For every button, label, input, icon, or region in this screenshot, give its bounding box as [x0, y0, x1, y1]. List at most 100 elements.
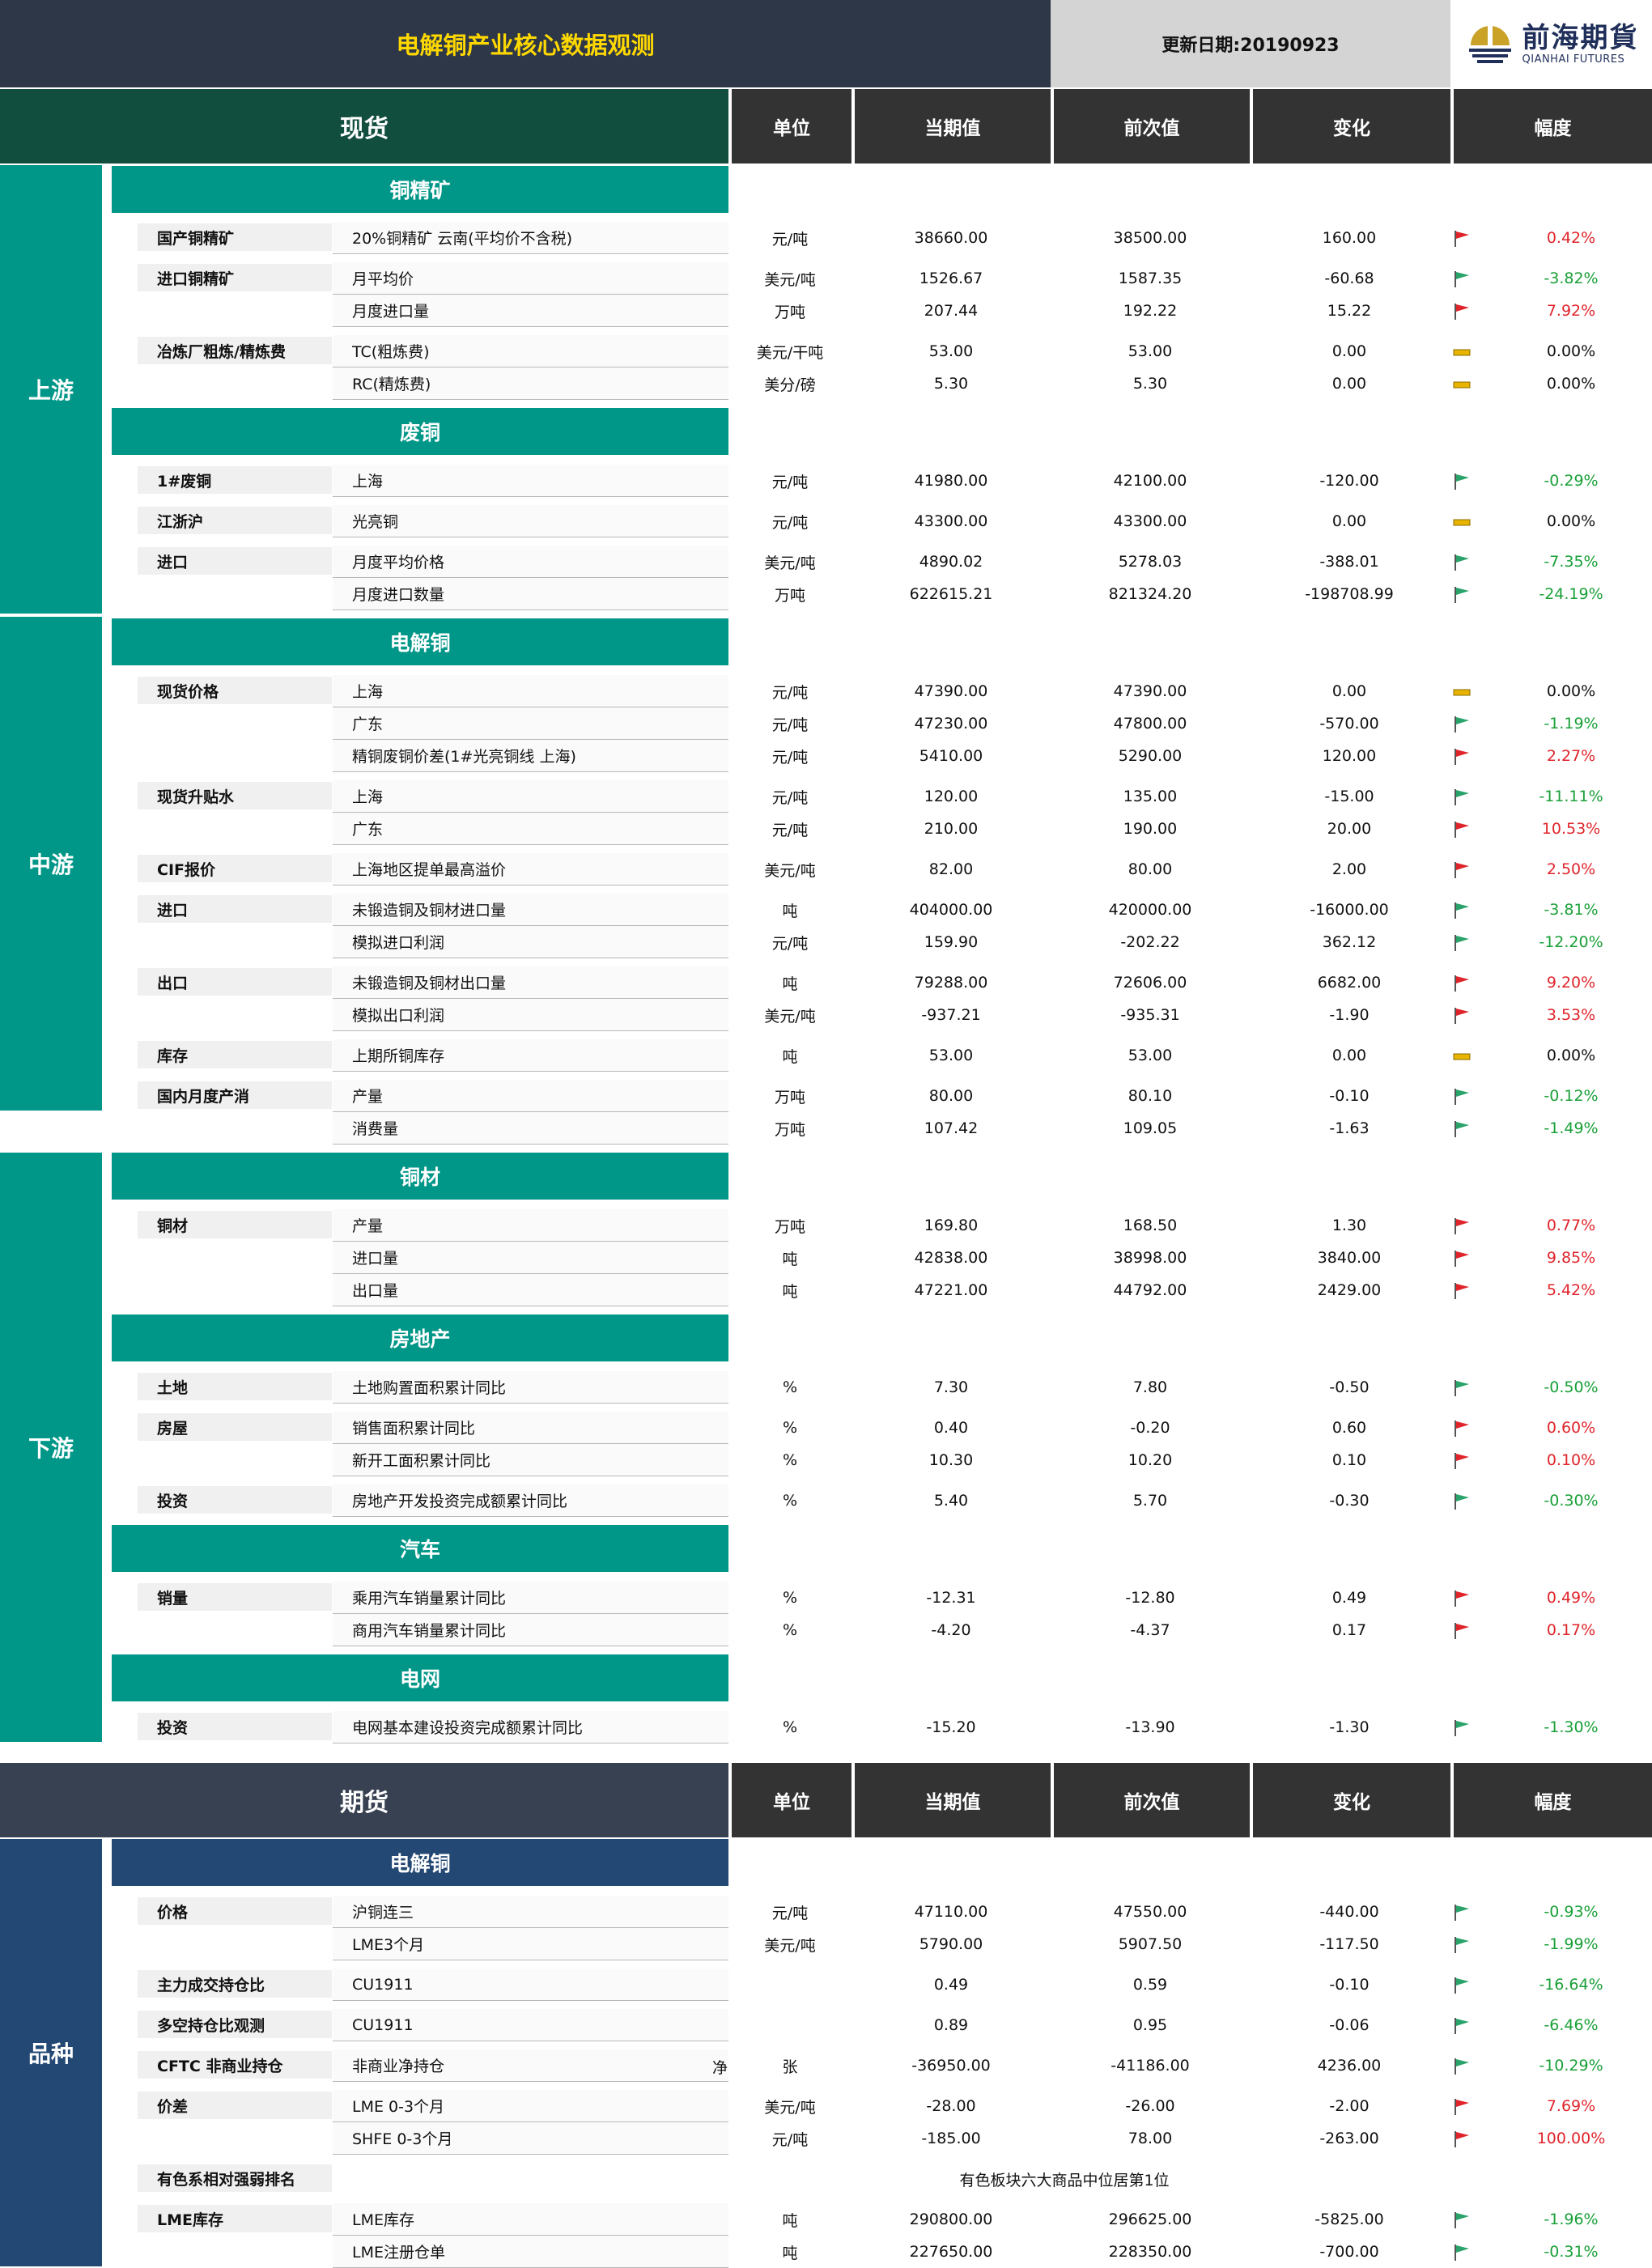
row-change-value: 15.22: [1327, 302, 1372, 320]
row-change-value: 0.00: [1331, 342, 1367, 360]
row-category-label: 冶炼厂粗炼/精炼费: [138, 337, 332, 364]
row-unit: 美元/吨: [764, 861, 816, 880]
row-change-value: 3840.00: [1317, 1249, 1382, 1267]
row-item-name: CU1911: [333, 2009, 728, 2041]
row-unit: 万吨: [774, 586, 805, 605]
red-flag-icon: [1452, 1590, 1472, 1608]
row-current-value: 159.90: [924, 933, 979, 951]
row-unit: 万吨: [774, 303, 805, 321]
table-row: 现货价格 上海 元/吨 47390.00 47390.00 0.00 0.00%: [112, 675, 1652, 707]
row-range-value: -0.30%: [1544, 1492, 1599, 1510]
row-current-value: 0.40: [933, 1419, 969, 1437]
row-item-text: LME库存: [352, 2211, 414, 2229]
row-range-value: -3.82%: [1544, 270, 1599, 287]
row-item-text: 商用汽车销量累计同比: [352, 1622, 507, 1640]
table-row: 销量 乘用汽车销量累计同比% -12.31 -12.80 0.49 0.49%: [112, 1582, 1652, 1614]
row-change-value: 1.30: [1331, 1217, 1367, 1234]
green-flag-icon: [1452, 1088, 1472, 1106]
row-range-value: 10.53%: [1541, 820, 1601, 838]
row-current-value: 622615.21: [909, 585, 993, 603]
row-category-label: 江浙沪: [138, 507, 332, 534]
row-unit: 元/吨: [771, 716, 809, 734]
row-item-text: 月度进口数量: [352, 586, 445, 604]
row-category-label: 铜材: [138, 1211, 332, 1238]
row-range-value: -0.93%: [1544, 1903, 1599, 1921]
row-item-name: 产量: [333, 1080, 728, 1112]
row-item-text: 广东: [352, 716, 384, 733]
row-item-text: 新开工面积累计同比: [352, 1452, 491, 1470]
row-category-label: 出口: [138, 968, 332, 996]
row-change-value: -2.00: [1329, 2097, 1370, 2115]
row-unit: 美元/吨: [764, 2098, 816, 2117]
row-previous-value: 109.05: [1123, 1119, 1178, 1137]
red-flag-icon: [1452, 821, 1472, 839]
row-previous-value: 80.10: [1128, 1087, 1173, 1105]
row-previous-value: 53.00: [1128, 1047, 1173, 1064]
row-current-value: 41980.00: [914, 472, 988, 490]
table-row: 新开工面积累计同比% 10.30 10.20 0.10 0.10%: [112, 1444, 1652, 1476]
green-flag-icon: [1452, 270, 1472, 288]
row-change-value: -570.00: [1319, 715, 1379, 733]
row-current-value: 4890.02: [919, 553, 983, 571]
row-previous-value: 190.00: [1123, 820, 1178, 838]
row-category-label: 国内月度产消: [138, 1081, 332, 1109]
spot-header: 现货: [0, 89, 728, 164]
row-current-value: 42838.00: [914, 1249, 988, 1267]
row-item-text: 未锻造铜及铜材进口量: [352, 902, 507, 920]
flat-bar-icon: [1452, 1047, 1472, 1065]
row-item-name: CU1911: [333, 1969, 728, 2001]
col-unit: 单位: [728, 89, 851, 164]
row-previous-value: 53.00: [1128, 342, 1173, 360]
row-current-value: 10.30: [928, 1451, 974, 1469]
row-item-text: 非商业净持仓: [352, 2058, 445, 2075]
row-change-value: -1.30: [1329, 1718, 1370, 1736]
row-unit: 万吨: [774, 1217, 805, 1236]
red-flag-icon: [1452, 303, 1472, 321]
row-unit: 吨: [782, 1282, 798, 1301]
row-item-text: SHFE 0-3个月: [352, 2130, 453, 2148]
row-change-value: -5825.00: [1314, 2211, 1384, 2228]
row-range-value: -1.30%: [1544, 1718, 1599, 1736]
row-item-text: CU1911: [352, 2015, 414, 2034]
row-change-value: 2429.00: [1317, 1281, 1382, 1299]
row-unit: %: [782, 1419, 798, 1437]
row-unit: 元/吨: [771, 473, 809, 491]
logo-english-name: QIANHAI FUTURES: [1522, 53, 1625, 66]
row-unit: %: [782, 1492, 798, 1510]
section-header: 电解铜: [112, 1839, 728, 1886]
green-flag-icon: [1452, 2058, 1472, 2075]
table-row: 进口铜精矿 月平均价 美元/吨 1526.67 1587.35 -60.68 -3.82%: [112, 262, 1652, 295]
green-flag-icon: [1452, 554, 1472, 571]
row-change-value: 0.00: [1331, 512, 1367, 530]
report-title-bar: 电解铜产业核心数据观测: [0, 0, 1051, 87]
red-flag-icon: [1452, 975, 1472, 992]
row-category-label: 国产铜精矿: [138, 223, 332, 251]
row-category-label: 土地: [138, 1373, 332, 1400]
row-unit: 美元/干吨: [756, 343, 824, 362]
row-item-name: LME 0-3个月: [333, 2090, 728, 2122]
red-flag-icon: [1452, 1007, 1472, 1025]
row-change-value: -700.00: [1319, 2243, 1379, 2261]
row-item-name: 土地购置面积累计同比: [333, 1371, 728, 1404]
region-midstream: 中游: [0, 617, 102, 1111]
row-change-value: 6682.00: [1317, 974, 1382, 992]
red-flag-icon: [1452, 230, 1472, 248]
row-change-value: -1.90: [1329, 1006, 1370, 1024]
row-unit: 元/吨: [771, 788, 809, 807]
row-item-text: CU1911: [352, 1975, 414, 1994]
row-item-text: 沪铜连三: [352, 1904, 414, 1922]
row-item-name: TC(粗炼费): [333, 335, 728, 367]
col-change: 变化: [1250, 1763, 1450, 1837]
row-previous-value: 5.30: [1132, 375, 1168, 393]
row-unit: 元/吨: [771, 934, 809, 953]
row-current-value: 38660.00: [914, 229, 988, 247]
row-change-value: -16000.00: [1310, 901, 1389, 919]
row-item-name: 上海: [333, 780, 728, 813]
table-row: 模拟出口利润 美元/吨 -937.21 -935.31 -1.90 3.53%: [112, 999, 1652, 1031]
row-previous-value: 7.80: [1132, 1378, 1168, 1396]
row-item-name: 光亮铜: [333, 505, 728, 537]
row-category-label: 进口: [138, 895, 332, 923]
table-row: LME注册仓单 吨 227650.00 228350.00 -700.00 -0.31%: [112, 2236, 1652, 2268]
row-current-value: 0.89: [933, 2016, 969, 2034]
row-unit: 吨: [782, 1047, 798, 1066]
